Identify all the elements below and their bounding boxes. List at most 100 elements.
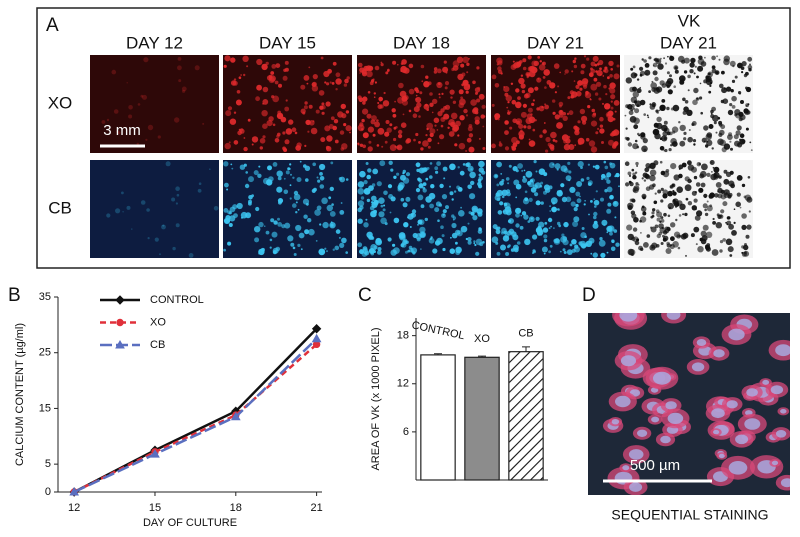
deposit bbox=[284, 60, 289, 65]
deposit bbox=[627, 202, 634, 209]
deposit bbox=[687, 74, 691, 79]
deposit bbox=[251, 194, 255, 198]
deposit bbox=[660, 187, 664, 191]
deposit bbox=[741, 61, 747, 67]
deposit bbox=[398, 134, 403, 139]
deposit bbox=[326, 204, 333, 212]
deposit bbox=[515, 101, 522, 109]
deposit bbox=[382, 100, 390, 107]
deposit bbox=[641, 205, 645, 209]
deposit bbox=[436, 81, 443, 89]
deposit bbox=[632, 107, 635, 110]
deposit bbox=[281, 224, 286, 229]
deposit bbox=[418, 115, 421, 118]
deposit bbox=[275, 63, 281, 68]
deposit bbox=[240, 131, 243, 133]
deposit bbox=[749, 141, 752, 144]
deposit bbox=[710, 161, 713, 164]
deposit bbox=[652, 70, 658, 76]
panel-label: C bbox=[358, 285, 372, 306]
deposit bbox=[646, 114, 649, 117]
deposit bbox=[690, 233, 695, 238]
deposit bbox=[384, 131, 390, 137]
deposit bbox=[426, 108, 430, 111]
point bbox=[69, 486, 80, 496]
deposit bbox=[649, 244, 656, 251]
deposit bbox=[700, 111, 703, 115]
deposit bbox=[303, 75, 310, 81]
y-tick-label: 0 bbox=[45, 486, 51, 498]
deposit bbox=[653, 122, 659, 128]
deposit bbox=[277, 222, 283, 227]
deposit bbox=[544, 221, 548, 225]
deposit bbox=[370, 251, 375, 256]
deposit bbox=[708, 72, 711, 76]
deposit bbox=[293, 253, 297, 256]
deposit bbox=[225, 221, 228, 224]
deposit bbox=[378, 96, 384, 102]
deposit bbox=[679, 124, 686, 132]
deposit bbox=[712, 217, 715, 221]
deposit bbox=[283, 148, 288, 152]
deposit bbox=[432, 248, 438, 254]
deposit bbox=[727, 109, 734, 116]
deposit bbox=[608, 60, 614, 67]
deposit bbox=[433, 70, 438, 74]
point bbox=[311, 333, 322, 343]
deposit bbox=[729, 254, 733, 257]
deposit bbox=[268, 76, 275, 84]
stain bbox=[696, 339, 707, 346]
deposit bbox=[473, 242, 476, 245]
deposit bbox=[140, 94, 144, 98]
deposit bbox=[373, 92, 376, 95]
deposit bbox=[594, 205, 597, 208]
deposit bbox=[661, 83, 667, 88]
deposit bbox=[223, 248, 227, 252]
deposit bbox=[359, 205, 364, 210]
deposit bbox=[253, 170, 259, 176]
deposit bbox=[459, 170, 465, 176]
deposit bbox=[334, 245, 340, 251]
deposit bbox=[271, 231, 278, 238]
deposit bbox=[504, 146, 510, 151]
deposit bbox=[157, 135, 161, 139]
deposit bbox=[344, 78, 349, 84]
deposit bbox=[609, 74, 613, 78]
deposit bbox=[591, 108, 596, 113]
scale-label: 500 µm bbox=[630, 457, 680, 474]
deposit bbox=[656, 111, 659, 114]
deposit bbox=[612, 129, 620, 136]
deposit bbox=[580, 178, 585, 182]
deposit bbox=[671, 141, 678, 147]
bar bbox=[420, 354, 456, 481]
deposit bbox=[457, 134, 460, 137]
deposit bbox=[380, 217, 387, 225]
deposit bbox=[228, 211, 232, 215]
deposit bbox=[750, 149, 753, 152]
deposit bbox=[656, 217, 661, 222]
deposit bbox=[417, 194, 424, 201]
deposit bbox=[536, 107, 540, 111]
deposit bbox=[566, 249, 573, 256]
deposit bbox=[111, 69, 117, 75]
deposit bbox=[406, 138, 412, 144]
deposit bbox=[494, 83, 500, 88]
deposit bbox=[503, 230, 508, 235]
deposit bbox=[679, 140, 686, 147]
deposit bbox=[415, 96, 422, 103]
deposit bbox=[467, 237, 472, 242]
deposit bbox=[515, 118, 523, 125]
deposit bbox=[304, 165, 311, 171]
deposit bbox=[719, 240, 724, 244]
deposit bbox=[610, 94, 616, 100]
deposit bbox=[305, 119, 311, 126]
deposit bbox=[478, 175, 484, 181]
deposit bbox=[515, 196, 518, 199]
deposit bbox=[165, 161, 171, 167]
deposit bbox=[632, 91, 639, 98]
deposit bbox=[378, 197, 385, 204]
deposit bbox=[330, 161, 334, 165]
deposit bbox=[375, 238, 382, 246]
deposit bbox=[316, 205, 322, 211]
bar bbox=[508, 351, 544, 481]
